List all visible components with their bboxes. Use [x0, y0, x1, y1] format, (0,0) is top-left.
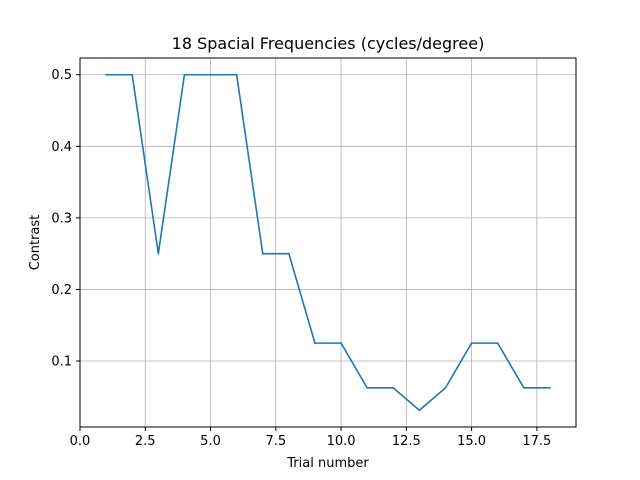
data-point [418, 409, 421, 412]
data-point [235, 73, 238, 76]
x-tick-label: 15.0 [457, 434, 486, 449]
series-layer [105, 73, 551, 412]
x-tick-label: 10.0 [327, 434, 356, 449]
data-point [496, 342, 499, 345]
y-axis-label: Contrast [28, 215, 43, 271]
data-point [392, 386, 395, 389]
data-point [131, 73, 134, 76]
data-point [522, 386, 525, 389]
x-tick-label: 2.5 [135, 434, 156, 449]
x-axis: 0.0 2.5 5.0 7.5 10.0 12.5 15.0 17.5 [70, 427, 551, 449]
x-tick-label: 0.0 [70, 434, 91, 449]
x-tick-label: 7.5 [265, 434, 286, 449]
data-point [314, 342, 316, 345]
x-tick-label: 12.5 [392, 434, 421, 449]
y-axis: 0.1 0.2 0.3 0.4 0.5 [51, 68, 80, 370]
data-point [209, 73, 212, 76]
x-tick-label: 17.5 [522, 434, 551, 449]
y-tick-label: 0.3 [51, 211, 72, 226]
y-tick-label: 0.1 [51, 355, 72, 370]
x-tick-label: 5.0 [200, 434, 221, 449]
y-tick-label: 0.4 [51, 140, 72, 155]
series-line [106, 73, 550, 412]
data-point [105, 73, 108, 76]
chart-title: 18 Spacial Frequencies (cycles/degree) [172, 34, 485, 53]
data-point [287, 252, 290, 255]
y-tick-label: 0.2 [51, 283, 72, 298]
data-point [366, 386, 369, 389]
data-point [157, 252, 160, 255]
plot-frame [79, 57, 577, 428]
data-point [340, 342, 342, 345]
data-point [261, 252, 264, 255]
data-point [470, 342, 473, 345]
grid-lines [79, 58, 576, 427]
data-point [444, 386, 447, 389]
y-tick-label: 0.5 [51, 68, 72, 83]
data-point [183, 73, 186, 76]
data-point [548, 386, 551, 389]
x-axis-label: Trial number [286, 456, 369, 471]
